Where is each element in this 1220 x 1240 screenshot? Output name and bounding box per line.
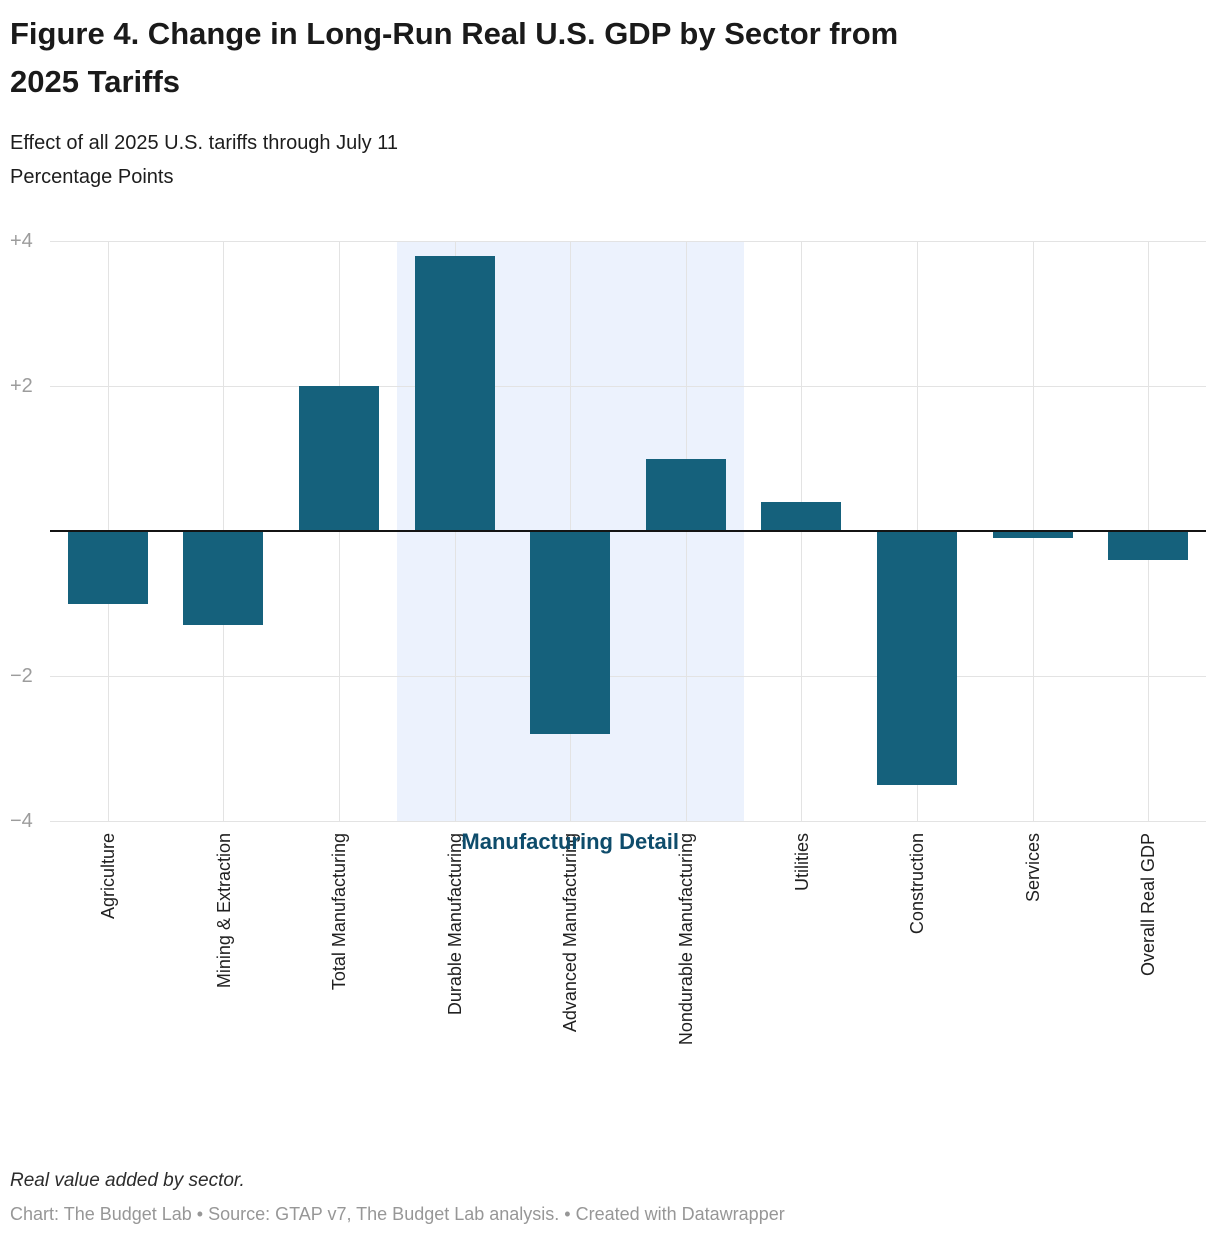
bar-agriculture[interactable]	[67, 531, 148, 604]
x-axis-label-text: Nondurable Manufacturing	[676, 833, 696, 1046]
x-axis-label-text: Total Manufacturing	[329, 833, 350, 991]
x-axis-label: Mining & Extraction	[166, 833, 282, 1133]
x-axis-label: Utilities	[744, 833, 860, 1133]
x-axis-label: Agriculture	[50, 833, 166, 1133]
x-axis-label-text: Mining & Extraction	[213, 833, 234, 989]
y-tick-label: −4	[10, 810, 33, 832]
attribution: Chart: The Budget Lab • Source: GTAP v7,…	[10, 1204, 785, 1224]
bar-total-manufacturing[interactable]	[299, 386, 379, 531]
h-gridline	[50, 676, 1206, 677]
h-gridline	[50, 241, 1206, 242]
x-axis-label-text: Agriculture	[98, 833, 118, 920]
zero-baseline	[50, 530, 1206, 532]
bar-services[interactable]	[992, 531, 1073, 539]
bar-overall-real-gdp[interactable]	[1108, 531, 1189, 560]
plot-area	[50, 241, 1206, 822]
bar-durable-manufacturing[interactable]	[414, 255, 495, 531]
x-axis-label: Overall Real GDP	[1090, 833, 1206, 1133]
x-axis-label-text: Services	[1022, 833, 1043, 903]
x-axis-label: Total Manufacturing	[281, 833, 397, 1133]
bar-nondurable-manufacturing[interactable]	[645, 458, 726, 531]
y-tick-label: −2	[10, 665, 33, 687]
x-axis-label: Services	[975, 833, 1091, 1133]
page-title: Figure 4. Change in Long-Run Real U.S. G…	[10, 10, 1210, 106]
h-gridline	[50, 386, 1206, 387]
footnote: Real value added by sector.	[10, 1170, 245, 1191]
x-axis-label-text: Advanced Manufacturing	[560, 833, 581, 1033]
y-tick-label: +2	[10, 375, 33, 397]
x-axis-label-text: Construction	[907, 833, 928, 935]
x-axis-label-text: Utilities	[791, 833, 812, 892]
h-gridline	[50, 821, 1206, 822]
bar-utilities[interactable]	[761, 502, 842, 531]
bar-mining-extraction[interactable]	[183, 531, 264, 626]
bar-advanced-manufacturing[interactable]	[530, 531, 611, 734]
y-tick-label: +4	[10, 230, 33, 252]
bar-construction[interactable]	[877, 531, 957, 785]
manufacturing-detail-label: Manufacturing Detail	[461, 829, 679, 854]
unit-label: Percentage Points	[10, 166, 174, 188]
x-axis-label-text: Overall Real GDP	[1138, 833, 1159, 977]
x-axis-label-text: Durable Manufacturing	[444, 833, 465, 1016]
chart-subtitle: Effect of all 2025 U.S. tariffs through …	[10, 132, 398, 154]
page-title-line1: Figure 4. Change in Long-Run Real U.S. G…	[10, 16, 899, 51]
x-axis-label: Nondurable Manufacturing	[628, 833, 744, 1133]
page-title-line2: 2025 Tariffs	[10, 64, 181, 99]
x-axis-label: Advanced Manufacturing	[512, 833, 628, 1133]
x-axis-label: Construction	[859, 833, 975, 1133]
x-axis-label: Durable Manufacturing	[397, 833, 513, 1133]
